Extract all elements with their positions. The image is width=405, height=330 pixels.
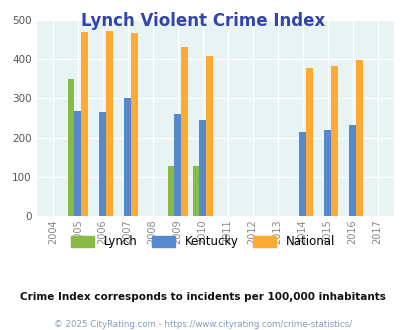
- Bar: [74, 111, 81, 216]
- Bar: [192, 166, 199, 216]
- Bar: [174, 114, 181, 216]
- Bar: [355, 60, 362, 216]
- Bar: [324, 130, 330, 216]
- Bar: [106, 31, 113, 216]
- Bar: [298, 132, 305, 216]
- Bar: [167, 166, 174, 216]
- Text: Crime Index corresponds to incidents per 100,000 inhabitants: Crime Index corresponds to incidents per…: [20, 292, 385, 302]
- Bar: [348, 125, 355, 216]
- Bar: [206, 56, 212, 216]
- Text: Lynch Violent Crime Index: Lynch Violent Crime Index: [81, 12, 324, 30]
- Bar: [99, 112, 106, 216]
- Bar: [131, 33, 138, 216]
- Bar: [305, 68, 312, 216]
- Legend: Lynch, Kentucky, National: Lynch, Kentucky, National: [66, 231, 339, 253]
- Bar: [81, 32, 87, 216]
- Bar: [68, 79, 74, 216]
- Bar: [181, 47, 188, 216]
- Bar: [330, 66, 337, 216]
- Bar: [199, 120, 206, 216]
- Text: © 2025 CityRating.com - https://www.cityrating.com/crime-statistics/: © 2025 CityRating.com - https://www.city…: [54, 320, 351, 329]
- Bar: [124, 98, 131, 216]
